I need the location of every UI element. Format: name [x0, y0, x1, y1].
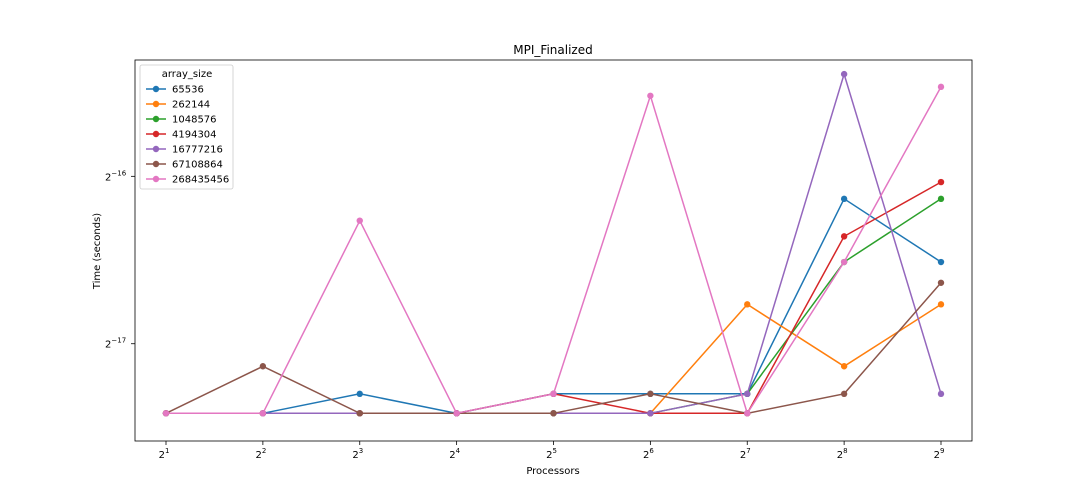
x-tick-base: 2: [546, 450, 552, 461]
legend-marker: [152, 85, 160, 93]
legend-marker: [152, 115, 160, 123]
data-point: [744, 390, 751, 398]
y-tick-label: 2−16: [105, 169, 127, 183]
legend-entry: 16777216: [146, 145, 223, 156]
data-point: [840, 390, 848, 398]
x-tick-exponent: 6: [649, 447, 654, 455]
data-point: [937, 301, 945, 308]
data-point: [356, 410, 363, 417]
y-tick-base: 2: [105, 172, 111, 183]
y-tick-exponent: −17: [111, 337, 126, 345]
data-point: [937, 195, 945, 203]
x-tick-exponent: 9: [940, 447, 944, 455]
y-tick-label: 2−17: [105, 337, 126, 351]
legend: array_size 65536 262144 1048576 4194304 1677…: [139, 64, 234, 190]
data-point: [937, 279, 945, 286]
legend-entries: 65536 262144 1048576 4194304 16777216 6710886…: [146, 85, 229, 186]
x-tick-base: 2: [643, 450, 649, 461]
data-point: [550, 390, 557, 398]
data-point: [550, 410, 557, 417]
x-tick-exponent: 1: [165, 447, 169, 455]
data-point: [259, 363, 267, 370]
data-point: [840, 70, 848, 78]
x-tick-base: 2: [740, 450, 746, 461]
x-tick-label: 28: [837, 447, 848, 461]
data-point: [840, 258, 848, 266]
legend-entry: 4194304: [146, 130, 217, 141]
x-tick-label: 23: [352, 447, 363, 461]
x-tick-label: 27: [740, 447, 751, 461]
data-point: [840, 233, 848, 240]
legend-box: [139, 64, 234, 190]
plot-area: [135, 60, 972, 441]
y-axis-ticks: 2−162−17: [105, 169, 135, 351]
legend-entry: 1048576: [146, 115, 217, 126]
x-axis-ticks: 21 22 23 24 25 26 27 28 29: [159, 441, 945, 461]
legend-entry: 65536: [146, 85, 204, 96]
legend-marker: [152, 160, 160, 168]
x-tick-exponent: 2: [262, 447, 266, 455]
x-tick-exponent: 5: [552, 447, 556, 455]
x-tick-label: 26: [643, 447, 654, 461]
legend-label: 16777216: [172, 145, 223, 156]
legend-title: array_size: [162, 69, 213, 80]
data-point: [840, 363, 848, 370]
data-point: [937, 178, 945, 186]
x-tick-label: 25: [546, 447, 557, 461]
x-tick-label: 21: [159, 447, 170, 461]
x-tick-base: 2: [934, 450, 940, 461]
data-point: [356, 390, 363, 398]
series-layer: [162, 70, 945, 417]
data-point: [744, 410, 751, 417]
legend-label: 262144: [172, 100, 210, 111]
legend-label: 65536: [172, 85, 204, 96]
x-tick-label: 29: [934, 447, 945, 461]
data-point: [647, 390, 654, 398]
data-point: [647, 410, 654, 417]
legend-label: 67108864: [172, 160, 223, 171]
data-point: [259, 410, 267, 417]
y-axis-label: Time (seconds): [92, 213, 103, 290]
x-tick-label: 24: [449, 447, 460, 461]
legend-label: 4194304: [172, 130, 217, 141]
legend-entry: 262144: [146, 100, 210, 111]
x-tick-exponent: 7: [746, 447, 750, 455]
x-axis-label: Processors: [526, 466, 579, 477]
legend-marker: [152, 100, 160, 108]
x-tick-base: 2: [255, 450, 261, 461]
data-point: [356, 217, 363, 224]
data-point: [937, 83, 945, 91]
chart-title: MPI_Finalized: [513, 43, 592, 57]
legend-marker: [152, 175, 160, 183]
y-tick-exponent: −16: [111, 169, 126, 177]
x-tick-exponent: 8: [843, 447, 847, 455]
data-point: [937, 258, 945, 266]
x-tick-base: 2: [159, 450, 165, 461]
x-tick-base: 2: [837, 450, 843, 461]
legend-marker: [152, 145, 160, 153]
y-tick-base: 2: [105, 340, 111, 351]
x-tick-base: 2: [449, 450, 455, 461]
legend-entry: 268435456: [146, 175, 229, 186]
data-point: [453, 410, 460, 417]
legend-label: 268435456: [172, 175, 229, 186]
data-point: [840, 195, 848, 203]
data-point: [647, 92, 654, 99]
data-point: [162, 410, 170, 417]
legend-entry: 67108864: [146, 160, 223, 171]
series-268435456: [162, 83, 945, 417]
x-tick-exponent: 3: [359, 447, 363, 455]
x-tick-exponent: 4: [456, 447, 461, 455]
x-tick-label: 22: [255, 447, 266, 461]
data-point: [937, 390, 945, 398]
legend-marker: [152, 130, 160, 138]
data-point: [744, 301, 751, 308]
legend-label: 1048576: [172, 115, 217, 126]
x-tick-base: 2: [352, 450, 358, 461]
